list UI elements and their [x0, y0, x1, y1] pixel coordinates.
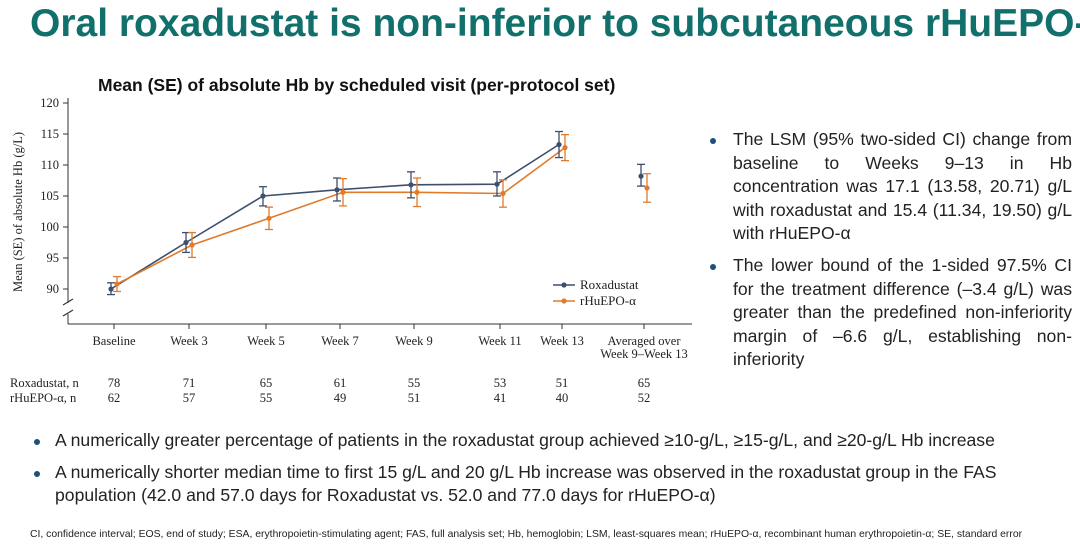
n-table-row-label: rHuEPO-α, n: [10, 391, 77, 405]
n-table-cell: 57: [183, 391, 196, 405]
legend-label: rHuEPO-α: [580, 293, 636, 308]
n-table-cell: 51: [556, 376, 569, 390]
data-point: [189, 242, 195, 248]
data-point: [414, 189, 420, 195]
bullet-dot: [710, 138, 716, 144]
data-point: [556, 141, 562, 148]
n-table-cell: 55: [260, 391, 273, 405]
y-tick-label: 90: [47, 282, 60, 296]
bullet-dot: [710, 263, 716, 270]
series-line-0: [110, 143, 560, 290]
y-tick-label: 95: [47, 251, 60, 265]
chart-title: Mean (SE) of absolute Hb by scheduled vi…: [98, 75, 616, 95]
x-tick-label: Averaged over: [608, 334, 682, 348]
y-tick-label: 120: [40, 96, 59, 110]
data-point: [183, 239, 189, 246]
data-point: [114, 281, 120, 287]
x-tick-label: Week 3: [170, 334, 208, 348]
bullet-dot: [34, 470, 40, 477]
right-bullet-2: The lower bound of the 1-sided 97.5% CI …: [706, 254, 1072, 372]
n-table-cell: 40: [556, 391, 569, 405]
n-table-cell: 78: [108, 376, 121, 390]
data-point: [644, 185, 650, 191]
n-table-cell: 55: [408, 376, 421, 390]
bullet-dot: [34, 439, 40, 445]
data-point: [408, 182, 414, 188]
bottom-bullet-1: A numerically greater percentage of pati…: [34, 429, 1074, 453]
data-point: [260, 193, 266, 199]
y-tick-label: 110: [41, 158, 59, 172]
data-point: [340, 189, 346, 195]
legend-marker: [561, 282, 567, 288]
x-tick-label: Week 11: [478, 334, 521, 348]
n-table-cell: 65: [638, 376, 651, 390]
bottom-bullet-2-text: A numerically shorter median time to fir…: [55, 461, 997, 506]
axis-break-mark: [62, 309, 74, 317]
right-bullet-1: The LSM (95% two-sided CI) change from b…: [706, 128, 1072, 246]
right-bullet-2-text: The lower bound of the 1-sided 97.5% CI …: [733, 254, 1072, 370]
n-table-cell: 71: [183, 376, 196, 390]
n-table-cell: 49: [334, 391, 347, 405]
n-table-cell: 53: [494, 376, 507, 390]
data-point: [334, 187, 340, 193]
data-point: [562, 145, 568, 151]
x-tick-label: Week 9–Week 13: [600, 347, 688, 361]
y-tick-label: 100: [40, 220, 59, 234]
n-table-cell: 51: [408, 391, 421, 405]
x-tick-label: Baseline: [92, 334, 135, 348]
n-table-cell: 62: [108, 391, 121, 405]
data-point: [638, 173, 644, 179]
y-tick-label: 115: [41, 127, 59, 141]
data-point: [494, 181, 500, 187]
data-point: [500, 190, 506, 197]
n-table-cell: 41: [494, 391, 507, 405]
y-axis-label: Mean (SE) of absolute Hb (g/L): [11, 132, 25, 292]
n-table-cell: 65: [260, 376, 273, 390]
data-point: [108, 286, 114, 292]
bottom-bullet-1-text: A numerically greater percentage of pati…: [55, 430, 995, 450]
x-tick-label: Week 7: [321, 334, 359, 348]
bottom-bullet-list: A numerically greater percentage of pati…: [34, 429, 1074, 516]
data-point: [266, 215, 272, 221]
bottom-bullet-2: A numerically shorter median time to fir…: [34, 461, 1074, 508]
right-bullet-list: The LSM (95% two-sided CI) change from b…: [706, 128, 1072, 380]
n-table-cell: 52: [638, 391, 651, 405]
hb-line-chart: 90 95 100 105 110 115 120 Mean (SE) of absolute…: [10, 96, 692, 405]
footnote: CI, confidence interval; EOS, end of stu…: [30, 529, 1023, 540]
x-tick-label: Week 9: [395, 334, 433, 348]
right-bullet-1-text: The LSM (95% two-sided CI) change from b…: [733, 129, 1072, 244]
n-table-cell: 61: [334, 376, 347, 390]
y-tick-label: 105: [40, 189, 59, 203]
x-tick-label: Week 5: [247, 334, 285, 348]
series-line-1: [116, 146, 566, 285]
slide-title: Oral roxadustat is non-inferior to subcu…: [30, 2, 1080, 45]
x-tick-label: Week 13: [540, 334, 584, 348]
axis-break-mark: [62, 298, 74, 306]
n-table-row-label: Roxadustat, n: [10, 376, 79, 390]
legend-label: Roxadustat: [580, 277, 639, 292]
legend-marker: [561, 298, 567, 304]
